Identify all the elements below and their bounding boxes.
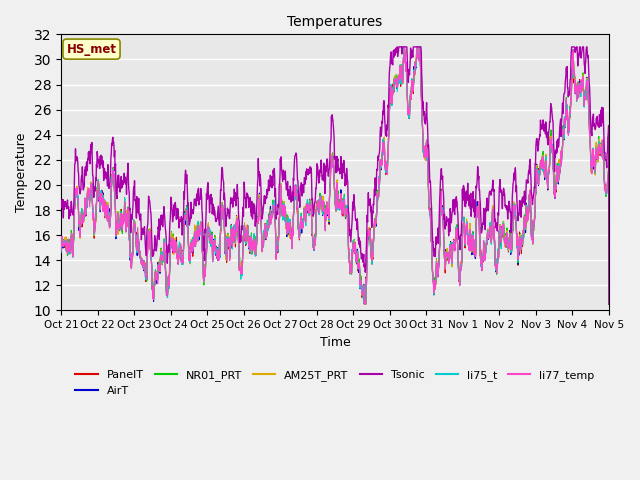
Line: li75_t: li75_t (61, 47, 609, 304)
AirT (413, 44, 420, 50)
AirT (361, 301, 369, 307)
li77_temp (179, 260, 187, 266)
AirT (179, 259, 187, 264)
Legend: PanelT, AirT, NR01_PRT, AM25T_PRT, Tsonic, li75_t, li77_temp: PanelT, AirT, NR01_PRT, AM25T_PRT, Tsoni… (71, 366, 599, 400)
AirT (421, 149, 429, 155)
PanelT (57, 247, 65, 252)
AM25T_PRT (421, 150, 429, 156)
NR01_PRT (605, 301, 613, 307)
PanelT (166, 268, 173, 274)
AM25T_PRT (605, 301, 613, 307)
li75_t (241, 222, 248, 228)
AM25T_PRT (57, 245, 65, 251)
AM25T_PRT (360, 301, 368, 307)
li75_t (492, 266, 500, 272)
PanelT (179, 257, 187, 263)
li77_temp (361, 301, 369, 307)
Line: NR01_PRT: NR01_PRT (61, 47, 609, 304)
AM25T_PRT (166, 264, 173, 269)
PanelT (400, 44, 408, 50)
li75_t (541, 173, 548, 179)
li75_t (179, 262, 187, 267)
AirT (541, 177, 548, 182)
AM25T_PRT (179, 262, 187, 267)
Tsonic (179, 216, 187, 221)
X-axis label: Time: Time (319, 336, 350, 349)
AirT (57, 247, 65, 253)
Line: AirT: AirT (61, 47, 609, 304)
AirT (492, 266, 500, 272)
NR01_PRT (492, 263, 500, 268)
NR01_PRT (241, 223, 248, 228)
li75_t (421, 149, 429, 155)
Y-axis label: Temperature: Temperature (15, 132, 28, 212)
li75_t (605, 301, 613, 307)
AM25T_PRT (400, 44, 408, 50)
li77_temp (421, 150, 429, 156)
NR01_PRT (361, 301, 369, 307)
AM25T_PRT (541, 174, 548, 180)
Tsonic (540, 125, 548, 131)
li77_temp (401, 44, 408, 50)
li75_t (361, 301, 369, 307)
li77_temp (57, 248, 65, 254)
Line: li77_temp: li77_temp (61, 47, 609, 304)
NR01_PRT (421, 148, 429, 154)
PanelT (492, 266, 500, 272)
PanelT (605, 301, 613, 307)
li77_temp (541, 173, 548, 179)
Tsonic (605, 301, 613, 307)
li77_temp (241, 225, 248, 231)
PanelT (241, 223, 248, 229)
NR01_PRT (57, 242, 65, 248)
AirT (605, 301, 613, 307)
PanelT (361, 301, 369, 307)
AM25T_PRT (241, 224, 248, 230)
Tsonic (57, 198, 65, 204)
PanelT (421, 148, 429, 154)
AM25T_PRT (492, 260, 500, 266)
NR01_PRT (400, 44, 408, 50)
li77_temp (492, 267, 500, 273)
PanelT (541, 173, 548, 179)
Line: Tsonic: Tsonic (61, 47, 609, 304)
Line: PanelT: PanelT (61, 47, 609, 304)
NR01_PRT (179, 260, 187, 265)
li75_t (57, 250, 65, 255)
li75_t (166, 268, 173, 274)
AirT (241, 225, 248, 231)
Text: HS_met: HS_met (67, 43, 116, 56)
NR01_PRT (166, 266, 173, 272)
Tsonic (394, 44, 401, 50)
Tsonic (241, 179, 248, 185)
li77_temp (166, 266, 173, 272)
NR01_PRT (541, 169, 548, 175)
li77_temp (605, 301, 613, 307)
Tsonic (166, 232, 173, 238)
AirT (166, 268, 173, 274)
Title: Temperatures: Temperatures (287, 15, 383, 29)
Line: AM25T_PRT: AM25T_PRT (61, 47, 609, 304)
Tsonic (420, 117, 428, 122)
li75_t (400, 44, 408, 50)
Tsonic (492, 219, 500, 225)
